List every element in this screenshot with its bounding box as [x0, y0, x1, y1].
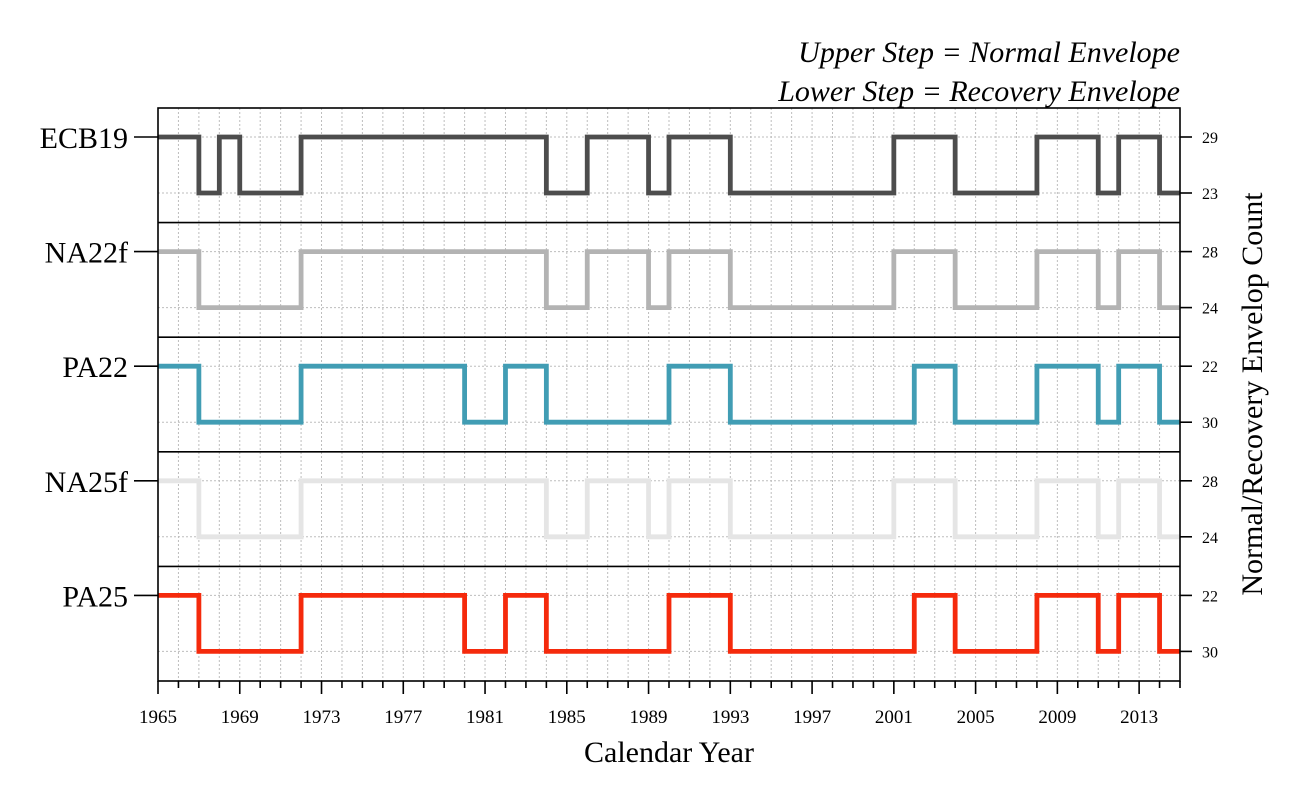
y-axis-title: Normal/Recovery Envelop Count: [1236, 192, 1269, 596]
x-tick-label: 1989: [630, 707, 668, 728]
x-axis-title: Calendar Year: [584, 736, 754, 769]
right-tick-label-upper: 29: [1202, 130, 1218, 147]
right-tick-label-lower: 23: [1202, 186, 1218, 203]
series-label-pa22: PA22: [62, 351, 128, 384]
right-tick-label-upper: 28: [1202, 245, 1218, 262]
series-line-ecb19: [158, 134, 1180, 196]
series-label-ecb19: ECB19: [40, 122, 128, 155]
right-tick-label-upper: 22: [1202, 359, 1218, 376]
right-tick-label-upper: 28: [1202, 474, 1218, 491]
series-label-na22f: NA22f: [45, 237, 128, 270]
series-label-na25f: NA25f: [45, 466, 128, 499]
x-tick-label: 1985: [548, 707, 586, 728]
annotation-upper-step: Upper Step = Normal Envelope: [798, 36, 1180, 69]
x-tick-label: 1965: [139, 707, 177, 728]
right-tick-label-lower: 24: [1202, 301, 1218, 318]
x-tick-label: 1973: [303, 707, 341, 728]
series-line-pa25: [158, 593, 1180, 654]
x-tick-label: 2013: [1120, 707, 1158, 728]
series-line-pa22: [158, 363, 1180, 425]
annotation-lower-step: Lower Step = Recovery Envelope: [777, 75, 1180, 108]
x-tick-label: 1993: [711, 707, 749, 728]
x-tick-label: 2009: [1038, 707, 1076, 728]
x-tick-label: 1997: [793, 707, 831, 728]
x-tick-label: 2001: [875, 707, 913, 728]
right-tick-label-upper: 22: [1202, 588, 1218, 605]
x-tick-label: 2005: [957, 707, 995, 728]
x-tick-label: 1977: [384, 707, 422, 728]
right-tick-label-lower: 30: [1202, 415, 1218, 432]
series-line-na22f: [158, 249, 1180, 310]
grid-layer: [158, 108, 1180, 681]
x-tick-label: 1969: [221, 707, 259, 728]
x-tick-label: 1981: [466, 707, 504, 728]
right-tick-label-lower: 30: [1202, 644, 1218, 661]
axis-layer: ECB19 29 23 NA22f 28 24 PA22 22 30 NA25f 28 24 PA25 2…: [40, 122, 1218, 728]
series-layer: [158, 134, 1180, 654]
series-line-na25f: [158, 478, 1180, 540]
right-tick-label-lower: 24: [1202, 530, 1218, 547]
series-label-pa25: PA25: [62, 580, 128, 613]
